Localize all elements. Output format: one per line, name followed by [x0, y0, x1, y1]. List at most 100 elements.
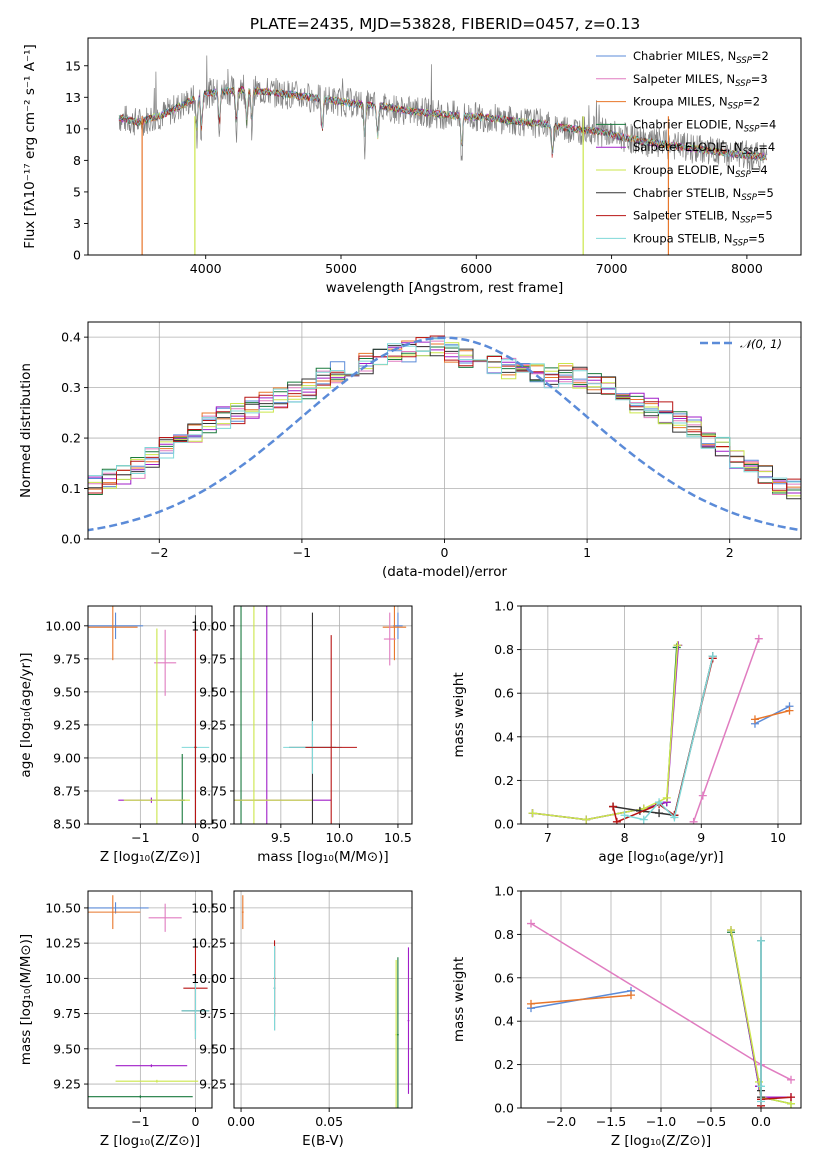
- y-tick-label: 10.00: [45, 971, 81, 986]
- series-kroupa-stelib: [620, 652, 717, 824]
- y-tick-label: 15: [65, 58, 81, 73]
- y-tick-label: 10.50: [45, 900, 81, 915]
- x-tick-label: 4000: [190, 261, 222, 276]
- legend-label: Kroupa MILES, NSSP=2: [633, 95, 760, 112]
- axes-frame: [233, 605, 413, 825]
- y-tick-label: 5: [73, 184, 81, 199]
- y-tick-label: 10.00: [191, 971, 227, 986]
- series-kroupa-stelib: [757, 936, 765, 1106]
- series-kroupa-miles: [527, 991, 635, 1008]
- y-tick-label: 8: [73, 153, 81, 168]
- axes-frame: [87, 321, 802, 540]
- x-tick-label: −2: [150, 545, 168, 560]
- point-salpeter-elodie: [115, 1064, 188, 1068]
- chart-residuals: −2 −1 0 1 2 0.0 0.1 0.2 0.3 0.4 (data-model)/error…: [18, 321, 802, 580]
- data-marker: [755, 1077, 763, 1086]
- data-marker: [698, 791, 707, 800]
- x-tick-label: 2: [726, 545, 734, 560]
- axes-frame: [233, 890, 413, 1109]
- model-spectrum-kroupa-stelib: [118, 86, 767, 161]
- model-spectrum-salpeter-elodie: [118, 86, 767, 160]
- x-tick-label: −1: [293, 545, 311, 560]
- y-tick-label: 8.50: [53, 817, 81, 832]
- data-marker: [673, 641, 682, 650]
- legend-label: Salpeter STELIB, NSSP=5: [633, 209, 773, 226]
- y-tick-label: 9.75: [53, 651, 81, 666]
- y-tick-label: 9.00: [53, 750, 81, 765]
- plot-area: [528, 634, 794, 824]
- data-marker: [662, 793, 671, 802]
- data-marker: [582, 815, 591, 824]
- plot-area: [88, 606, 210, 824]
- histogram-salpeter-stelib: [88, 335, 801, 497]
- x-tick-label: −1: [131, 1114, 149, 1129]
- y-axis-label: mass weight: [451, 672, 467, 757]
- plot-area: [527, 919, 795, 1108]
- chart-massweight-vs-age: 7 8 9 10 0.0 0.2 0.4 0.6 0.8 1.0 age [log₁₀(age/yr…: [451, 599, 802, 865]
- x-tick-label: 0: [191, 1114, 199, 1129]
- point-salpeter-miles: [148, 903, 182, 932]
- y-tick-label: 9.50: [199, 684, 227, 699]
- x-tick-label: 10: [770, 830, 786, 845]
- legend-label: Chabrier MILES, NSSP=2: [633, 49, 769, 66]
- series-chabrier-elodie: [528, 643, 681, 824]
- y-tick-label: 0.8: [494, 927, 514, 942]
- legend-label: Kroupa STELIB, NSSP=5: [633, 231, 765, 248]
- y-tick-label: 8.75: [53, 783, 81, 798]
- normal-curve: [88, 336, 801, 532]
- x-tick-label: 10.5: [384, 830, 412, 845]
- data-marker: [655, 809, 664, 818]
- chart-age-vs-mass: 9.5 10.0 10.5 8.50 8.75 9.00 9.25 9.50 9.75 10.00…: [191, 605, 413, 865]
- y-axis-label: age [log₁₀(age/yr)]: [18, 652, 34, 777]
- x-axis-label: Z [log₁₀(Z/Z⊙)]: [611, 1133, 711, 1149]
- y-tick-label: 0: [73, 248, 81, 263]
- data-marker: [670, 813, 679, 822]
- chart-massweight-vs-Z: −2.0 −1.5 −1.0 −0.5 0.0 0.0 0.2 0.4 0.6 0.8 1.0 Z […: [451, 884, 802, 1149]
- data-marker: [620, 811, 629, 820]
- x-tick-label: −1.5: [596, 1114, 626, 1129]
- histogram-kroupa-stelib: [88, 338, 801, 486]
- y-tick-label: 9.25: [53, 1077, 81, 1092]
- x-tick-label: 7000: [596, 261, 628, 276]
- x-tick-label: −2.0: [546, 1114, 576, 1129]
- point-kroupa-miles: [382, 606, 407, 661]
- x-tick-label: −0.5: [696, 1114, 726, 1129]
- histogram-chabrier-elodie: [88, 346, 801, 495]
- data-marker: [708, 652, 717, 661]
- y-tick-label: 0.1: [61, 481, 81, 496]
- x-tick-label: 0: [191, 830, 199, 845]
- data-marker: [527, 999, 535, 1008]
- y-tick-label: 1.0: [494, 884, 514, 899]
- histogram-salpeter-elodie: [88, 341, 801, 505]
- x-tick-label: 0.00: [227, 1114, 255, 1129]
- legend-label: 𝒩(0, 1): [740, 337, 782, 351]
- plot-area: [88, 895, 210, 1099]
- point-kroupa-elodie: [115, 1079, 199, 1083]
- point-kroupa-stelib: [181, 982, 210, 1039]
- x-tick-label: 0.05: [315, 1114, 343, 1129]
- data-marker: [785, 706, 794, 715]
- point-kroupa-miles: [88, 606, 138, 661]
- y-tick-label: 10.00: [45, 618, 81, 633]
- point-kroupa-elodie: [234, 606, 313, 824]
- legend-label: Salpeter MILES, NSSP=3: [633, 72, 768, 89]
- y-tick-label: 0.0: [494, 817, 514, 832]
- data-marker: [757, 936, 765, 945]
- y-tick-label: 13: [65, 90, 81, 105]
- data-marker: [639, 815, 648, 824]
- x-axis-label: wavelength [Angstrom, rest frame]: [326, 280, 564, 296]
- y-tick-label: 0.4: [494, 1014, 514, 1029]
- legend: 𝒩(0, 1): [700, 337, 782, 351]
- y-tick-label: 0.6: [494, 970, 514, 985]
- point-salpeter-stelib: [305, 635, 357, 824]
- x-tick-label: 9: [697, 830, 705, 845]
- y-tick-label: 9.25: [53, 717, 81, 732]
- y-tick-label: 0.0: [494, 1101, 514, 1116]
- data-marker: [787, 1093, 795, 1102]
- data-marker: [787, 1075, 795, 1084]
- x-axis-label: Z [log₁₀(Z/Z⊙)]: [100, 1133, 200, 1149]
- y-axis-label: Normed distribution: [18, 363, 34, 498]
- legend: Chabrier MILES, NSSP=2 Salpeter MILES, NS…: [596, 49, 776, 248]
- legend-label: Salpeter ELODIE, NSSP=4: [633, 140, 775, 157]
